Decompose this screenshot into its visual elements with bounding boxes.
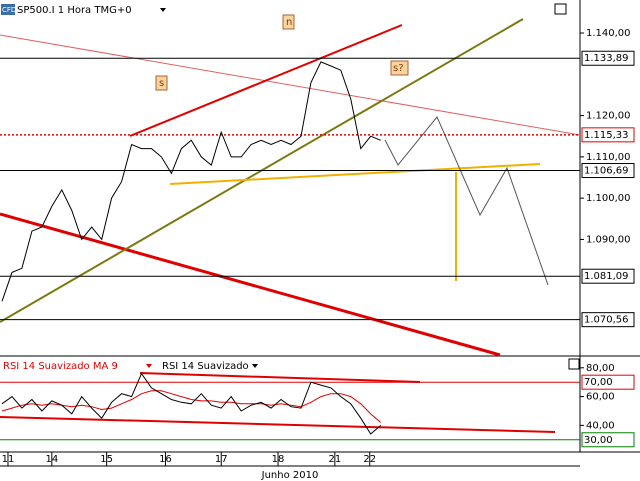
y-tick-label: 1.110,00	[586, 152, 631, 163]
annotation-box	[282, 14, 295, 30]
level-label: 1.133,89	[584, 53, 629, 64]
legend-entry[interactable]: RSI 14 Suavizado	[162, 361, 249, 372]
legend-entry[interactable]: RSI 14 Suavizado MA 9	[3, 361, 118, 372]
annotation-box	[390, 60, 409, 76]
x-tick-label: 11	[2, 454, 15, 465]
trendline	[0, 416, 556, 433]
annotation: n	[286, 17, 292, 28]
level-label-box	[581, 163, 635, 179]
y-tick-label: 1.090,00	[586, 234, 631, 245]
level-label-box	[581, 374, 635, 390]
level-label-box	[581, 127, 635, 143]
annotation: s?	[393, 63, 404, 74]
dropdown-arrow[interactable]	[252, 364, 258, 368]
annotation: s	[159, 78, 164, 89]
y-tick-label: 40,00	[586, 420, 615, 431]
level-label: 1.106,69	[584, 166, 629, 177]
annotation-box	[155, 75, 168, 91]
window-button[interactable]	[554, 3, 567, 15]
series-line	[1, 61, 381, 302]
level-label-box	[581, 312, 635, 328]
trendline	[169, 163, 541, 185]
x-tick-label: 15	[100, 454, 113, 465]
y-tick-label: 80,00	[586, 363, 615, 374]
level-label: 1.070,56	[584, 315, 629, 326]
level-label: 30,00	[584, 435, 613, 446]
series-line	[1, 372, 382, 435]
trendline	[129, 24, 403, 137]
y-tick-label: 1.120,00	[586, 111, 631, 122]
x-tick-label: 22	[363, 454, 376, 465]
logo-text: CFD	[2, 6, 16, 14]
trendline	[0, 34, 581, 136]
level-label-box	[581, 432, 635, 448]
x-tick-label: 21	[328, 454, 341, 465]
series-line	[1, 390, 382, 423]
trendline	[139, 372, 421, 383]
dropdown-arrow[interactable]	[160, 8, 166, 12]
x-tick-label: 17	[215, 454, 228, 465]
x-tick-label: 18	[272, 454, 285, 465]
projection	[384, 116, 549, 286]
logo	[1, 4, 15, 15]
window-button[interactable]	[568, 358, 580, 370]
y-tick-label: 1.140,00	[586, 28, 631, 39]
level-label: 70,00	[584, 377, 613, 388]
level-label: 1.081,09	[584, 271, 629, 282]
level-label: 1.115,33	[584, 130, 629, 141]
y-tick-label: 1.100,00	[586, 193, 631, 204]
dropdown-arrow[interactable]	[146, 364, 152, 368]
x-tick-label: 14	[45, 454, 58, 465]
level-label-box	[581, 268, 635, 284]
level-label-box	[581, 50, 635, 66]
chart-title[interactable]: SP500.I 1 Hora TMG+0	[17, 5, 132, 16]
x-tick-label: 16	[159, 454, 172, 465]
x-axis-label: Junho 2010	[261, 470, 319, 481]
y-tick-label: 60,00	[586, 392, 615, 403]
